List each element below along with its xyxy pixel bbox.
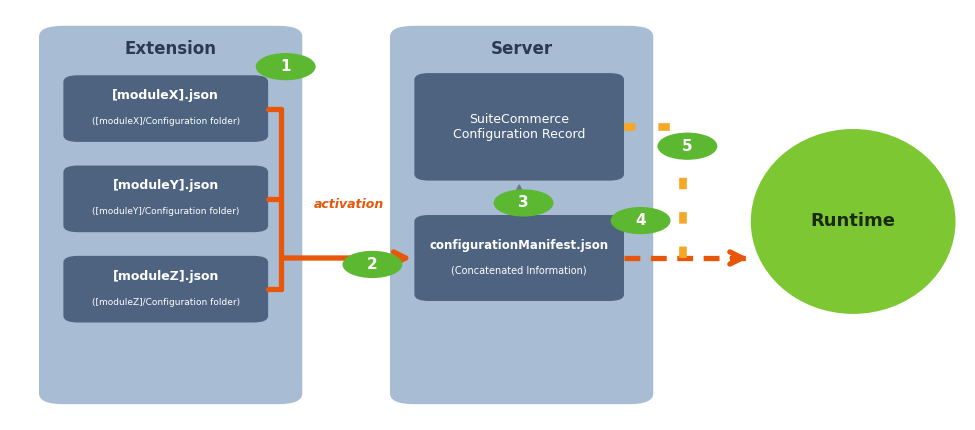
Text: configurationManifest.json: configurationManifest.json <box>430 239 608 252</box>
FancyBboxPatch shape <box>390 26 653 404</box>
FancyBboxPatch shape <box>414 73 624 181</box>
Text: ([moduleX]/Configuration folder): ([moduleX]/Configuration folder) <box>92 117 240 126</box>
FancyBboxPatch shape <box>63 75 268 142</box>
FancyBboxPatch shape <box>39 26 302 404</box>
Text: (Concatenated Information): (Concatenated Information) <box>451 266 587 276</box>
Text: [moduleZ].json: [moduleZ].json <box>112 270 219 283</box>
Circle shape <box>658 133 717 159</box>
Text: ([moduleZ]/Configuration folder): ([moduleZ]/Configuration folder) <box>92 298 240 307</box>
Text: Runtime: Runtime <box>810 212 896 230</box>
FancyBboxPatch shape <box>63 256 268 322</box>
Text: 2: 2 <box>367 257 378 272</box>
Text: SuiteCommerce
Configuration Record: SuiteCommerce Configuration Record <box>453 113 585 141</box>
Text: 5: 5 <box>682 139 692 154</box>
FancyBboxPatch shape <box>63 166 268 232</box>
Text: [moduleX].json: [moduleX].json <box>112 89 219 102</box>
Text: 4: 4 <box>636 213 645 228</box>
Text: ([moduleY]/Configuration folder): ([moduleY]/Configuration folder) <box>92 207 240 216</box>
Text: activation: activation <box>314 198 384 211</box>
Ellipse shape <box>751 129 956 314</box>
Text: 3: 3 <box>519 196 528 210</box>
Circle shape <box>494 190 553 216</box>
Text: 1: 1 <box>281 59 291 74</box>
Text: [moduleY].json: [moduleY].json <box>113 179 218 193</box>
FancyBboxPatch shape <box>414 215 624 301</box>
Text: Server: Server <box>490 40 553 58</box>
Circle shape <box>611 208 670 233</box>
Circle shape <box>343 252 402 277</box>
Circle shape <box>256 54 315 80</box>
Text: Extension: Extension <box>125 40 216 58</box>
